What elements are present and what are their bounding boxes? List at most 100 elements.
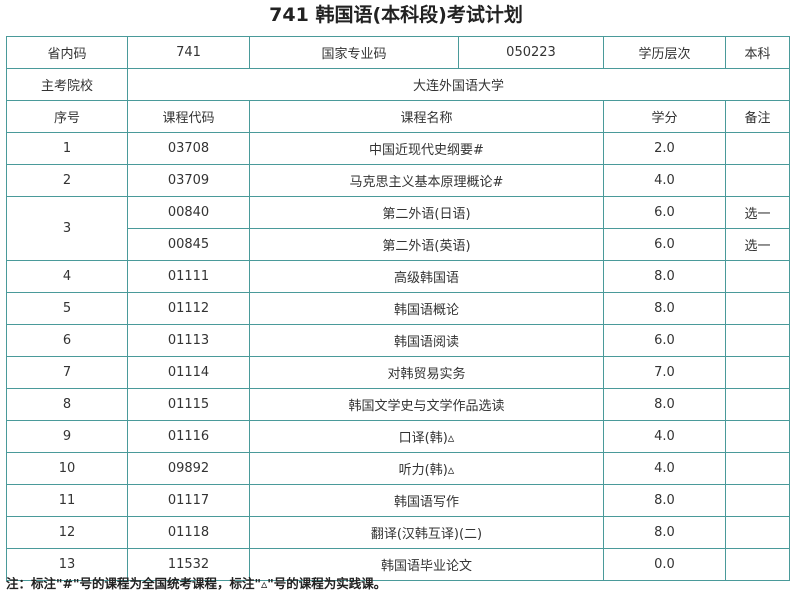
column-header-row: 序号 课程代码 课程名称 学分 备注 [6, 100, 790, 133]
school-label: 主考院校 [6, 68, 128, 101]
course-no: 6 [6, 324, 128, 357]
course-name: 翻译(汉韩互译)(二) [249, 516, 604, 549]
course-code: 01118 [127, 516, 250, 549]
table-row: 5 01112 韩国语概论 8.0 [6, 292, 790, 325]
course-credit: 8.0 [603, 516, 726, 549]
course-no: 9 [6, 420, 128, 453]
table-row: 00845 第二外语(英语) 6.0 选一 [7, 228, 790, 261]
course-no: 8 [6, 388, 128, 421]
footnote: 注：标注"#"号的课程为全国统考课程，标注"▵"号的课程为实践课。 [6, 576, 387, 591]
table-row: 10 09892 听力(韩)▵ 4.0 [6, 452, 790, 485]
course-code: 00840 [127, 196, 250, 229]
table-row: 1 03708 中国近现代史纲要# 2.0 [6, 132, 790, 165]
column-header-no: 序号 [6, 100, 128, 133]
table-row: 3 00840 第二外语(日语) 6.0 选一 [6, 196, 790, 261]
course-name: 马克思主义基本原理概论# [249, 164, 604, 197]
course-note [725, 164, 790, 197]
course-no: 10 [6, 452, 128, 485]
course-note [725, 388, 790, 421]
province-code-label: 省内码 [6, 36, 128, 69]
course-code: 01117 [127, 484, 250, 517]
course-credit: 8.0 [603, 388, 726, 421]
course-name: 高级韩国语 [249, 260, 604, 293]
course-name: 对韩贸易实务 [249, 356, 604, 389]
course-note [725, 420, 790, 453]
course-credit: 8.0 [603, 260, 726, 293]
course-credit: 4.0 [603, 164, 726, 197]
course-code: 01113 [127, 324, 250, 357]
course-code: 03708 [127, 132, 250, 165]
course-name: 韩国语阅读 [249, 324, 604, 357]
course-credit: 6.0 [603, 196, 726, 229]
major-code-label: 国家专业码 [249, 36, 459, 69]
course-code: 01114 [127, 356, 250, 389]
school-value: 大连外国语大学 [127, 68, 790, 101]
course-name: 听力(韩)▵ [249, 452, 604, 485]
course-note [725, 324, 790, 357]
course-code: 03709 [127, 164, 250, 197]
course-credit: 6.0 [603, 324, 726, 357]
course-credit: 7.0 [603, 356, 726, 389]
course-name: 第二外语(日语) [249, 196, 604, 229]
course-code: 01115 [127, 388, 250, 421]
table-row: 7 01114 对韩贸易实务 7.0 [6, 356, 790, 389]
major-code-value: 050223 [458, 36, 604, 69]
course-no: 12 [6, 516, 128, 549]
course-name: 韩国语概论 [249, 292, 604, 325]
exam-plan-table: 省内码 741 国家专业码 050223 学历层次 本科 主考院校 大连外国语大… [6, 36, 790, 581]
course-name: 中国近现代史纲要# [249, 132, 604, 165]
course-credit: 0.0 [603, 548, 726, 581]
course-note [725, 484, 790, 517]
course-code: 01112 [127, 292, 250, 325]
course-credit: 2.0 [603, 132, 726, 165]
column-header-credit: 学分 [603, 100, 726, 133]
course-note: 选一 [725, 196, 790, 229]
course-no: 3 [6, 196, 128, 261]
course-name: 第二外语(英语) [249, 228, 604, 261]
page-title: 741 韩国语(本科段)考试计划 [269, 4, 523, 26]
table-row: 8 01115 韩国文学史与文学作品选读 8.0 [6, 388, 790, 421]
course-note [725, 516, 790, 549]
course-no: 2 [6, 164, 128, 197]
course-name: 韩国语毕业论文 [249, 548, 604, 581]
course-note [725, 548, 790, 581]
course-note [725, 356, 790, 389]
course-no: 4 [6, 260, 128, 293]
table-row: 12 01118 翻译(汉韩互译)(二) 8.0 [6, 516, 790, 549]
column-header-name: 课程名称 [249, 100, 604, 133]
table-row: 2 03709 马克思主义基本原理概论# 4.0 [6, 164, 790, 197]
table-row: 11 01117 韩国语写作 8.0 [6, 484, 790, 517]
table-row: 13 11532 韩国语毕业论文 0.0 [6, 548, 790, 581]
course-credit: 6.0 [603, 228, 726, 261]
table-row: 6 01113 韩国语阅读 6.0 [6, 324, 790, 357]
course-name: 韩国语写作 [249, 484, 604, 517]
header-row-school: 主考院校 大连外国语大学 [6, 68, 790, 101]
course-name: 口译(韩)▵ [249, 420, 604, 453]
course-credit: 4.0 [603, 420, 726, 453]
table-row: 9 01116 口译(韩)▵ 4.0 [6, 420, 790, 453]
course-credit: 8.0 [603, 484, 726, 517]
course-note [725, 132, 790, 165]
course-no: 1 [6, 132, 128, 165]
course-note: 选一 [725, 228, 790, 261]
course-name: 韩国文学史与文学作品选读 [249, 388, 604, 421]
course-note [725, 452, 790, 485]
table-row: 4 01111 高级韩国语 8.0 [6, 260, 790, 293]
course-note [725, 260, 790, 293]
course-credit: 8.0 [603, 292, 726, 325]
column-header-code: 课程代码 [127, 100, 250, 133]
level-value: 本科 [725, 36, 790, 69]
course-credit: 4.0 [603, 452, 726, 485]
column-header-note: 备注 [725, 100, 790, 133]
course-code: 01111 [127, 260, 250, 293]
level-label: 学历层次 [603, 36, 726, 69]
course-code: 00845 [127, 228, 250, 261]
province-code-value: 741 [127, 36, 250, 69]
course-code: 09892 [127, 452, 250, 485]
course-code: 01116 [127, 420, 250, 453]
header-row-codes: 省内码 741 国家专业码 050223 学历层次 本科 [6, 36, 790, 69]
course-no: 7 [6, 356, 128, 389]
course-no: 5 [6, 292, 128, 325]
course-note [725, 292, 790, 325]
course-no: 11 [6, 484, 128, 517]
